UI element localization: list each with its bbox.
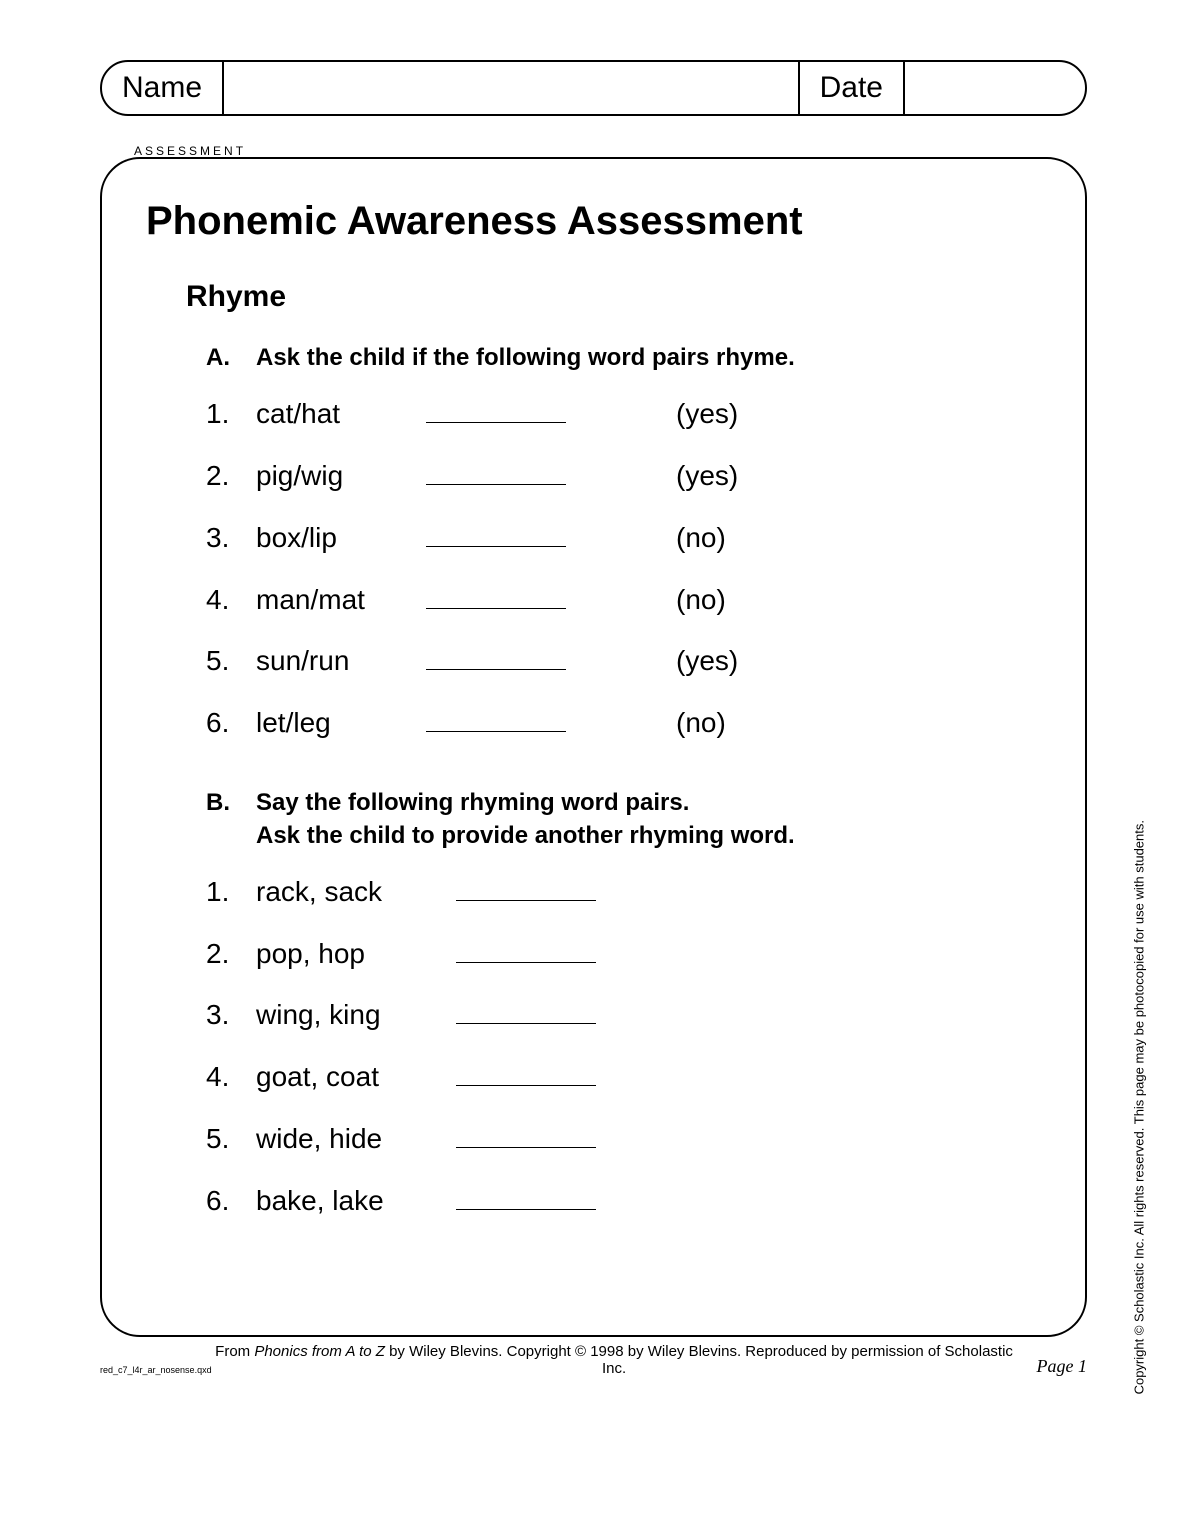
word-pair: rack, sack xyxy=(256,876,456,908)
word-pair: man/mat xyxy=(256,584,426,616)
word-pair: wide, hide xyxy=(256,1123,456,1155)
footer-rest: by Wiley Blevins. Copyright © 1998 by Wi… xyxy=(389,1343,1013,1377)
footer-filename: red_c7_l4r_ar_nosense.qxd xyxy=(100,1365,212,1375)
answer-key: (yes) xyxy=(676,398,738,430)
answer-key: (yes) xyxy=(676,460,738,492)
list-item: 6. bake, lake xyxy=(206,1179,1041,1217)
item-number: 3. xyxy=(206,522,256,554)
word-pair: cat/hat xyxy=(256,398,426,430)
list-item: 2. pop, hop xyxy=(206,932,1041,970)
answer-blank[interactable] xyxy=(456,932,596,963)
answer-blank[interactable] xyxy=(426,640,566,671)
part-a-text: Ask the child if the following word pair… xyxy=(256,342,795,374)
date-field[interactable] xyxy=(905,62,1085,114)
name-label: Name xyxy=(102,62,224,114)
word-pair: let/leg xyxy=(256,707,426,739)
answer-key: (no) xyxy=(676,707,726,739)
part-a-instruction: A. Ask the child if the following word p… xyxy=(206,342,1041,374)
answer-blank[interactable] xyxy=(426,392,566,423)
list-item: 4. man/mat (no) xyxy=(206,578,1041,616)
item-number: 4. xyxy=(206,584,256,616)
answer-blank[interactable] xyxy=(426,578,566,609)
part-b-prefix: B. xyxy=(206,787,256,852)
answer-key: (no) xyxy=(676,584,726,616)
answer-blank[interactable] xyxy=(456,1055,596,1086)
item-number: 6. xyxy=(206,707,256,739)
answer-key: (no) xyxy=(676,522,726,554)
list-item: 6. let/leg (no) xyxy=(206,701,1041,739)
date-label: Date xyxy=(798,62,905,114)
section-title: Rhyme xyxy=(186,280,1041,314)
list-item: 3. box/lip (no) xyxy=(206,516,1041,554)
footer-book: Phonics from A to Z xyxy=(254,1343,389,1360)
list-item: 3. wing, king xyxy=(206,994,1041,1032)
answer-blank[interactable] xyxy=(426,454,566,485)
list-item: 5. sun/run (yes) xyxy=(206,640,1041,678)
worksheet-page: Name Date ASSESSMENT Phonemic Awareness … xyxy=(0,0,1187,1536)
list-item: 2. pig/wig (yes) xyxy=(206,454,1041,492)
item-number: 3. xyxy=(206,999,256,1031)
answer-blank[interactable] xyxy=(456,1117,596,1148)
word-pair: pop, hop xyxy=(256,938,456,970)
item-number: 5. xyxy=(206,1123,256,1155)
word-pair: sun/run xyxy=(256,645,426,677)
item-number: 2. xyxy=(206,460,256,492)
assessment-tab: ASSESSMENT xyxy=(130,144,1087,158)
answer-blank[interactable] xyxy=(426,701,566,732)
item-number: 4. xyxy=(206,1061,256,1093)
item-number: 5. xyxy=(206,645,256,677)
footer-citation: From Phonics from A to Z by Wiley Blevin… xyxy=(212,1343,1017,1377)
word-pair: bake, lake xyxy=(256,1185,456,1217)
side-copyright: Copyright © Scholastic Inc. All rights r… xyxy=(1131,820,1146,1394)
page-title: Phonemic Awareness Assessment xyxy=(146,199,1041,244)
footer-from: From xyxy=(215,1343,254,1360)
item-number: 6. xyxy=(206,1185,256,1217)
list-item: 1. cat/hat (yes) xyxy=(206,392,1041,430)
part-a: A. Ask the child if the following word p… xyxy=(206,342,1041,739)
word-pair: wing, king xyxy=(256,999,456,1031)
part-b-line2: Ask the child to provide another rhyming… xyxy=(256,822,795,849)
answer-key: (yes) xyxy=(676,645,738,677)
item-number: 2. xyxy=(206,938,256,970)
answer-blank[interactable] xyxy=(456,1179,596,1210)
list-item: 4. goat, coat xyxy=(206,1055,1041,1093)
item-number: 1. xyxy=(206,876,256,908)
list-item: 5. wide, hide xyxy=(206,1117,1041,1155)
answer-blank[interactable] xyxy=(456,994,596,1025)
main-frame: Phonemic Awareness Assessment Rhyme A. A… xyxy=(100,157,1087,1337)
word-pair: pig/wig xyxy=(256,460,426,492)
footer: red_c7_l4r_ar_nosense.qxd From Phonics f… xyxy=(100,1343,1087,1377)
word-pair: goat, coat xyxy=(256,1061,456,1093)
list-item: 1. rack, sack xyxy=(206,870,1041,908)
answer-blank[interactable] xyxy=(426,516,566,547)
part-b: B. Say the following rhyming word pairs.… xyxy=(206,787,1041,1217)
part-b-instruction: B. Say the following rhyming word pairs.… xyxy=(206,787,1041,852)
name-date-bar: Name Date xyxy=(100,60,1087,116)
part-a-prefix: A. xyxy=(206,342,256,374)
part-b-text: Say the following rhyming word pairs. As… xyxy=(256,787,795,852)
answer-blank[interactable] xyxy=(456,870,596,901)
name-field[interactable] xyxy=(224,62,798,114)
item-number: 1. xyxy=(206,398,256,430)
word-pair: box/lip xyxy=(256,522,426,554)
part-b-line1: Say the following rhyming word pairs. xyxy=(256,789,689,816)
page-number: Page 1 xyxy=(1017,1356,1087,1377)
